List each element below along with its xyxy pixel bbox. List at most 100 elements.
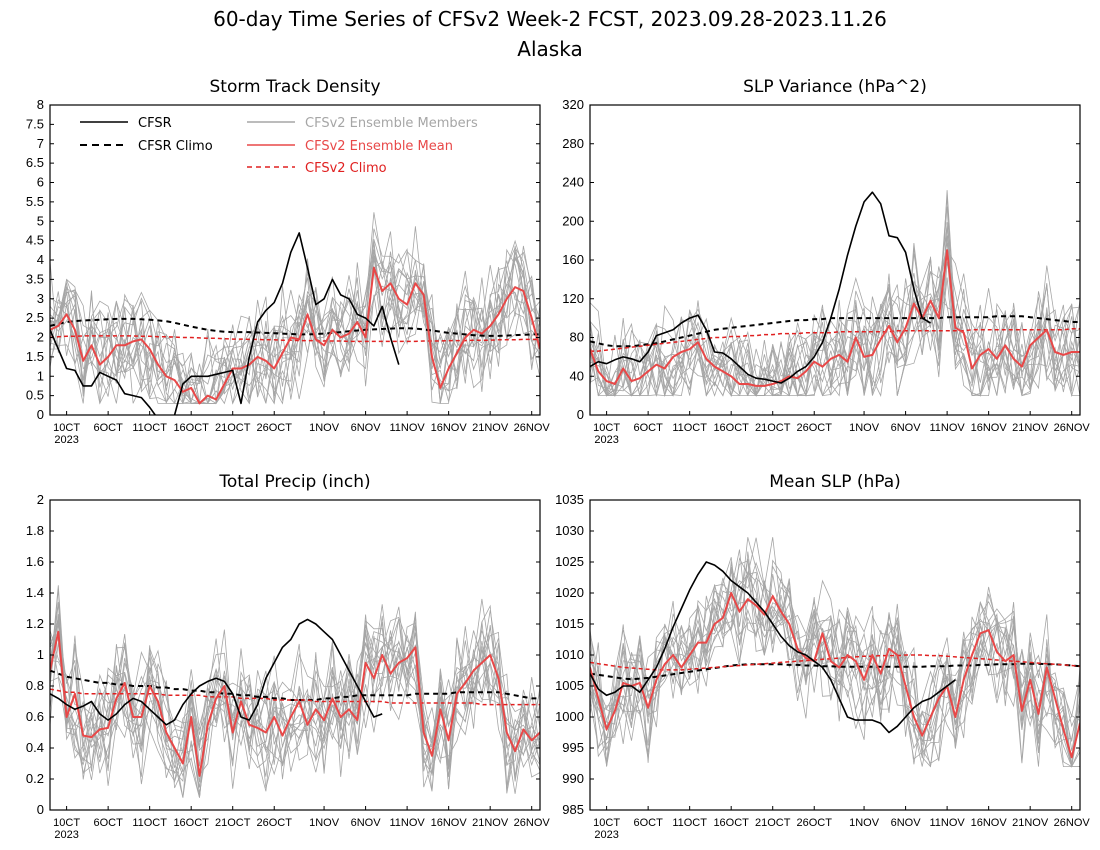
panel-storm-track-density: Storm Track Density 0 0.5 1 1.5 2 2.5 3 3.5 4 4.5… [26, 77, 550, 446]
panel-total-precip: Total Precip (inch) 0 0.2 0.4 0.6 0.8 1 1.2 1.4… [26, 472, 550, 841]
y-tick-label: 3.5 [26, 271, 44, 286]
plot-area [50, 585, 540, 798]
x-tick-label: 6NOV [351, 422, 382, 434]
legend-label-mean: CFSv2 Ensemble Mean [305, 139, 453, 154]
plot-area [590, 190, 1080, 398]
ensemble-member-line [50, 242, 540, 405]
plot-area [50, 212, 540, 415]
x-tick-label: 26NOV [1054, 817, 1091, 829]
y-tick-label: 3 [37, 291, 44, 306]
y-tick-label: 1030 [555, 523, 584, 538]
y-tick-label: 1025 [555, 554, 584, 569]
plot-frame [589, 499, 1081, 811]
y-tick-label: 1020 [555, 585, 584, 600]
series-cfsv2-climo [590, 328, 1080, 352]
x-tick-label: 6OCT [93, 817, 123, 829]
ensemble-member-line [50, 251, 540, 405]
y-tick-label: 985 [562, 802, 584, 817]
ensemble-member-line [50, 241, 540, 404]
ensemble-member-line [50, 627, 540, 798]
x-tick-label: 11NOV [389, 817, 425, 829]
series-ensemble-mean [590, 592, 1080, 759]
x-tick-label: 6OCT [93, 422, 123, 434]
panel-title: SLP Variance (hPa^2) [743, 77, 927, 97]
y-tick-label: 0.6 [26, 709, 44, 724]
x-tick-label: 6NOV [891, 422, 922, 434]
y-tick-label: 1.6 [26, 554, 44, 569]
figure-subtitle: Alaska [517, 37, 582, 61]
x-tick-label: 21OCT [215, 817, 251, 829]
x-tick-label: 21OCT [755, 422, 791, 434]
x-tick-label: 21NOV [1012, 817, 1049, 829]
x-tick-year-label: 2023 [594, 434, 618, 446]
y-tick-label: 280 [562, 136, 584, 151]
x-tick-year-label: 2023 [54, 829, 78, 841]
x-tick-label: 11OCT [132, 817, 167, 829]
y-tick-label: 1015 [555, 616, 584, 631]
y-tick-label: 80 [570, 330, 584, 345]
y-tick-label: 0.2 [26, 771, 44, 786]
x-tick-label: 1NOV [849, 817, 880, 829]
ensemble-member-line [590, 537, 1080, 767]
y-tick-label: 2.5 [26, 310, 44, 325]
figure-title: 60-day Time Series of CFSv2 Week-2 FCST,… [213, 7, 887, 31]
y-tick-label: 8 [37, 97, 44, 112]
x-tick-label: 11NOV [929, 422, 965, 434]
legend: CFSR CFSR Climo CFSv2 Ensemble Members C… [80, 116, 478, 176]
series-cfsr-climo [50, 669, 540, 701]
y-tick-label: 5 [37, 213, 44, 228]
panel-mean-slp: Mean SLP (hPa) 985 990 995 1000 1005 1010 1015… [555, 472, 1090, 841]
x-tick-label: 16NOV [431, 817, 468, 829]
y-tick-label: 40 [570, 368, 584, 383]
ensemble-member-line [590, 206, 1080, 397]
x-tick-label: 11OCT [672, 422, 707, 434]
y-tick-label: 1005 [555, 678, 584, 693]
y-tick-label: 4.5 [26, 233, 44, 248]
x-tick-label: 1NOV [309, 817, 340, 829]
y-tick-label: 0 [37, 802, 44, 817]
x-tick-label: 6NOV [351, 817, 382, 829]
series-cfsv2-climo [50, 335, 540, 343]
y-tick-label: 0.4 [26, 740, 44, 755]
x-tick-label: 11NOV [929, 817, 965, 829]
x-tick-label: 1NOV [309, 422, 340, 434]
x-tick-label: 11OCT [132, 422, 167, 434]
y-tick-label: 1.8 [26, 523, 44, 538]
y-tick-label: 995 [562, 740, 584, 755]
ensemble-member-line [590, 537, 1080, 767]
series-cfsv2-climo [590, 654, 1080, 671]
ensemble-member-line [50, 588, 540, 789]
y-tick-label: 200 [562, 213, 584, 228]
y-tick-label: 0.8 [26, 678, 44, 693]
ensemble-member-line [50, 604, 540, 789]
legend-label-members: CFSv2 Ensemble Members [305, 116, 478, 131]
x-tick-label: 16NOV [971, 817, 1008, 829]
panel-title: Total Precip (inch) [218, 472, 370, 492]
x-tick-label: 21NOV [472, 817, 509, 829]
series-cfsr-climo [590, 315, 1080, 348]
series-cfsr-climo [50, 317, 540, 337]
series-ensemble-mean [50, 266, 540, 405]
ensemble-member-line [590, 557, 1080, 767]
ensemble-member-line [590, 266, 1080, 398]
ensemble-member-line [50, 212, 540, 405]
legend-label-cfsv2-climo: CFSv2 Climo [305, 161, 387, 176]
ensemble-member-line [50, 610, 540, 783]
series-cfsr [590, 191, 931, 384]
x-tick-label: 6OCT [633, 422, 663, 434]
y-tick-label: 1010 [555, 647, 584, 662]
x-tick-label: 26NOV [1054, 422, 1091, 434]
x-tick-label: 10CT [53, 422, 80, 434]
y-tick-label: 160 [562, 252, 584, 267]
series-ensemble-mean [50, 630, 540, 777]
x-tick-label: 16OCT [713, 422, 749, 434]
legend-label-cfsr: CFSR [138, 116, 172, 131]
ensemble-member-line [590, 253, 1080, 398]
y-tick-label: 4 [37, 252, 44, 267]
y-tick-label: 120 [562, 291, 584, 306]
y-tick-label: 0 [577, 407, 584, 422]
x-tick-label: 26NOV [514, 422, 551, 434]
x-tick-label: 21NOV [472, 422, 509, 434]
legend-label-cfsr-climo: CFSR Climo [138, 139, 213, 154]
ensemble-member-line [50, 616, 540, 792]
